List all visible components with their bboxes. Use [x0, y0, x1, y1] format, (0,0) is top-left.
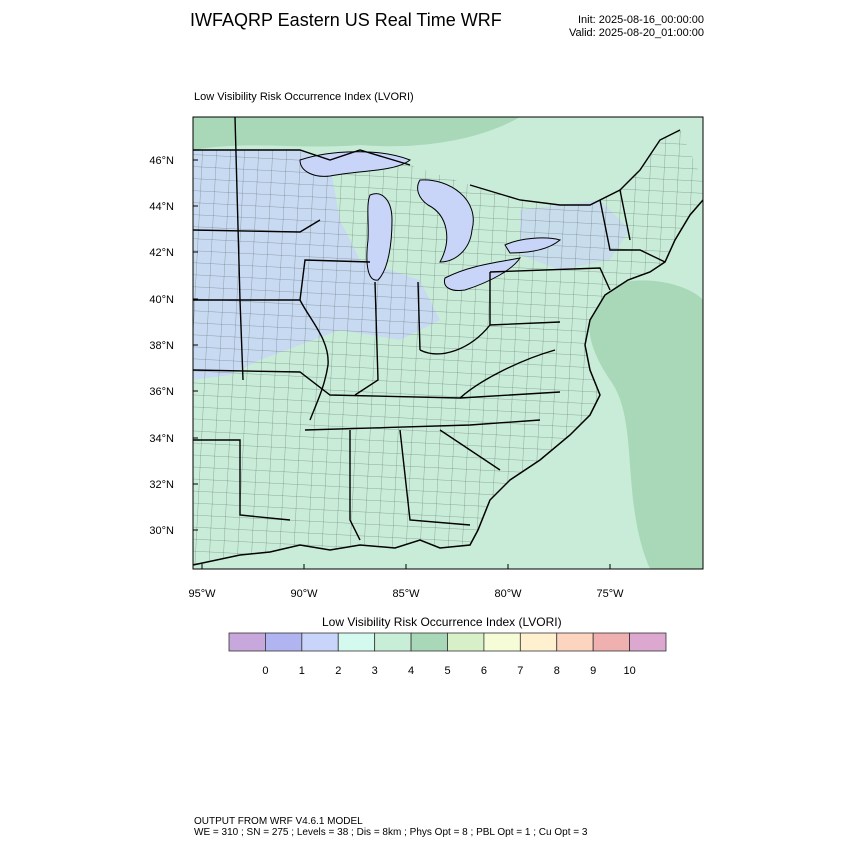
lat-label: 40°N: [149, 294, 174, 306]
state-line-ny-pa: [489, 267, 611, 291]
plot-subtitle: Low Visibility Risk Occurrence Index (LV…: [194, 91, 414, 103]
state-line-wv: [419, 324, 491, 355]
county-boundaries: [193, 130, 703, 565]
valid-time: Valid: 2025-08-20_01:00:00: [569, 27, 704, 39]
colorbar-label: 5: [444, 665, 450, 677]
lake-superior: [299, 151, 411, 177]
colorbar-box: [592, 632, 630, 652]
state-line-mississippi: [299, 299, 329, 421]
colorbar-box: [301, 632, 339, 652]
colorbar-box: [228, 632, 266, 652]
state-line-al-ga: [399, 429, 471, 526]
colorbar-label: 4: [408, 665, 414, 677]
map-frame: [192, 116, 704, 570]
map-area: [193, 117, 703, 569]
state-line-35n: [304, 419, 541, 431]
lat-label: 30°N: [149, 525, 174, 537]
lon-label: 75°W: [596, 588, 624, 600]
colorbar-label: 7: [517, 665, 523, 677]
colorbar-box: [447, 632, 485, 652]
main-title: IWFAQRP Eastern US Real Time WRF: [190, 10, 502, 30]
colorbar-label: 3: [372, 665, 378, 677]
coastline: [193, 199, 703, 566]
colorbar-box: [337, 632, 376, 652]
colorbar-label: 2: [335, 665, 341, 677]
lake-huron: [417, 179, 474, 263]
colorbar-label: 10: [623, 665, 635, 677]
state-line-va: [459, 349, 556, 399]
lon-label: 90°W: [290, 588, 318, 600]
lon-label: 80°W: [494, 588, 522, 600]
state-line-mn-ia: [193, 219, 321, 233]
state-line-vt-nh: [619, 189, 631, 241]
colorbar-box: [483, 632, 521, 652]
colorbar-title: Low Visibility Risk Occurrence Index (LV…: [322, 615, 562, 629]
state-line-in-oh: [417, 281, 421, 351]
state-line-ms-al: [349, 430, 361, 541]
colorbar-box: [519, 632, 558, 652]
state-line-texas-la: [193, 439, 291, 521]
state-line-new-england: [599, 199, 666, 263]
lat-label: 42°N: [149, 247, 174, 259]
state-line-36n: [193, 369, 561, 399]
lake-ontario: [504, 237, 562, 254]
latitude-axis: 46°N 44°N 42°N 40°N 38°N 36°N 34°N 32°N 30°N: [149, 155, 198, 537]
lon-label: 85°W: [392, 588, 420, 600]
lat-label: 36°N: [149, 386, 174, 398]
us-canada-border-east: [469, 129, 681, 206]
lat-label: 46°N: [149, 155, 174, 167]
lat-label: 34°N: [149, 433, 174, 445]
colorbar-label: 1: [299, 665, 305, 677]
colorbar-box: [556, 632, 594, 652]
state-boundaries: [193, 117, 681, 541]
canada-field-patch: [193, 117, 520, 150]
colorbar-box: [410, 632, 448, 652]
state-line-western: [234, 117, 244, 381]
colorbar-box: [265, 632, 303, 652]
colorbar-box: [374, 632, 412, 652]
lat-label: 32°N: [149, 479, 174, 491]
colorbar-label: 0: [262, 665, 268, 677]
lat-label: 38°N: [149, 340, 174, 352]
lake-erie: [443, 257, 522, 291]
colorbar-label: 8: [554, 665, 560, 677]
colorbar-label: 6: [481, 665, 487, 677]
init-time: Init: 2025-08-16_00:00:00: [578, 14, 704, 26]
offshore-field-patch: [589, 280, 703, 569]
state-line-ga-sc: [439, 429, 501, 471]
colorbar: 0 1 2 3 4 5 6 7 8 9 10: [228, 632, 667, 677]
colorbar-label: 9: [590, 665, 596, 677]
footer-model-info: OUTPUT FROM WRF V4.6.1 MODEL: [194, 816, 363, 827]
longitude-axis: 95°W 90°W 85°W 80°W 75°W: [188, 564, 624, 600]
us-canada-border: [193, 149, 411, 166]
colorbar-box: [629, 632, 667, 652]
state-line-iowa-south: [193, 259, 371, 301]
lake-michigan: [366, 193, 393, 281]
footer-model-config: WE = 310 ; SN = 275 ; Levels = 38 ; Dis …: [194, 827, 588, 838]
state-line-il-in: [354, 281, 379, 396]
lat-label: 44°N: [149, 201, 174, 213]
lon-label: 95°W: [188, 588, 216, 600]
